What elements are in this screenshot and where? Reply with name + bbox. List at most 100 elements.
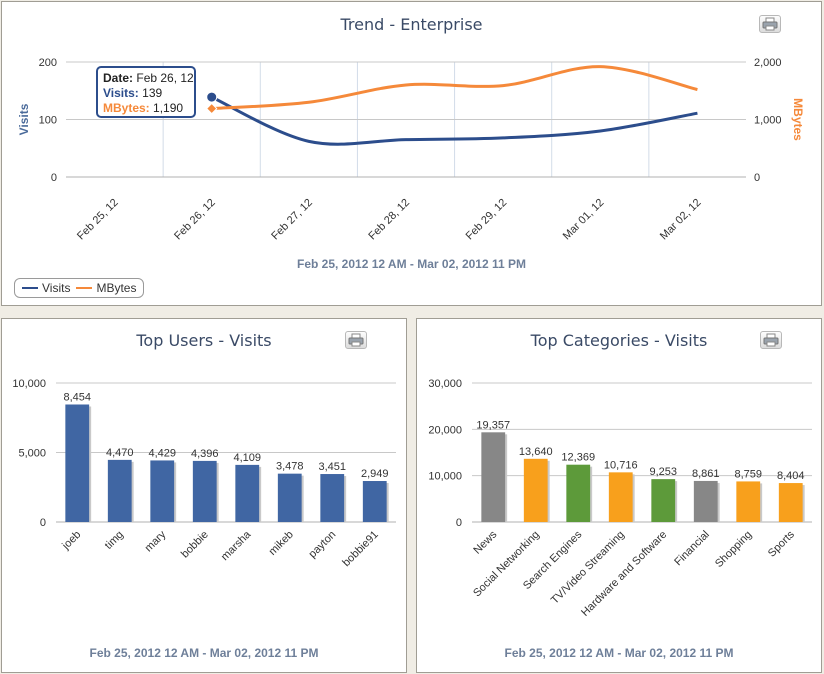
top-categories-title: Top Categories - Visits: [530, 331, 708, 350]
y2-axis-title: MBytes: [791, 98, 805, 141]
y-tick-label: 0: [456, 517, 462, 529]
y2-tick-label: 2,000: [754, 57, 782, 69]
printer-icon: [762, 17, 778, 31]
x-tick-label: Feb 27, 12: [269, 197, 315, 243]
tooltip-visits-value: 139: [142, 86, 163, 100]
x-tick-label: Feb 28, 12: [366, 197, 412, 243]
mbytes-hover-marker: [206, 102, 218, 115]
x-tick-label: bobbie91: [340, 529, 381, 570]
x-tick-label: Financial: [672, 529, 712, 569]
bar: [235, 464, 260, 522]
bar: [192, 460, 217, 522]
x-tick-label: bobbie: [179, 529, 211, 561]
x-tick-label: Mar 02, 12: [658, 197, 704, 243]
series-line-visits: [211, 95, 698, 146]
x-tick-label: timg: [103, 529, 126, 552]
data-label: 8,759: [734, 468, 762, 480]
bar: [566, 464, 591, 522]
data-label: 4,470: [106, 447, 134, 459]
y2-tick-label: 0: [754, 172, 760, 184]
x-tick-label: mikeb: [267, 529, 296, 558]
top-users-chart: 0 5,000 10,000 8,454 joeb 4,470 timg 4,429 mary 4…: [12, 378, 396, 570]
top-users-print-button[interactable]: [345, 331, 367, 349]
bar: [362, 481, 387, 522]
data-label: 8,861: [692, 468, 720, 480]
x-tick-label: Mar 01, 12: [561, 197, 607, 243]
bar: [736, 481, 761, 522]
y-tick-label: 0: [51, 172, 57, 184]
tooltip-mbytes-value: 1,190: [153, 101, 184, 115]
bar: [523, 458, 548, 522]
y-tick-label: 10,000: [428, 471, 462, 483]
x-tick-label: payton: [307, 529, 339, 561]
data-label: 13,640: [519, 446, 553, 458]
trend-panel: Trend - Enterprise 0 100 200 0 1,000 2,000 Feb…: [1, 1, 822, 306]
y-axis-title: Visits: [17, 103, 31, 135]
y-tick-label: 5,000: [18, 448, 46, 460]
bar: [107, 459, 132, 522]
printer-icon: [763, 333, 779, 347]
legend-label-visits: Visits: [42, 281, 71, 295]
x-tick-label: Feb 26, 12: [172, 197, 218, 243]
x-tick-label: Sports: [766, 528, 797, 559]
top-categories-panel: Top Categories - Visits 0 10,000 20,000 30,…: [416, 318, 822, 673]
legend-item-visits[interactable]: Visits: [22, 281, 70, 295]
top-categories-date-range: Feb 25, 2012 12 AM - Mar 02, 2012 11 PM: [504, 646, 734, 660]
bar: [65, 404, 90, 522]
y2-tick-label: 1,000: [754, 115, 782, 127]
trend-print-button[interactable]: [759, 15, 781, 33]
y-tick-label: 0: [40, 517, 46, 529]
series-line-mbytes: [211, 65, 698, 111]
data-label: 4,396: [191, 448, 219, 460]
visits-hover-marker: [206, 91, 218, 103]
x-tick-label: News: [471, 528, 499, 556]
data-label: 8,454: [63, 391, 91, 403]
tooltip-date-value: Feb 26, 12: [136, 71, 194, 85]
y-tick-label: 20,000: [428, 424, 462, 436]
tooltip-date-label: Date:: [103, 71, 134, 85]
y-tick-label: 100: [39, 115, 57, 127]
x-tick-label: Feb 25, 12: [75, 197, 121, 243]
data-label: 3,478: [276, 461, 304, 473]
legend-label-mbytes: MBytes: [96, 281, 137, 295]
x-tick-label: marsha: [219, 528, 254, 563]
tooltip-visits-label: Visits:: [103, 86, 139, 100]
legend-item-mbytes[interactable]: MBytes: [76, 281, 136, 295]
top-users-date-range: Feb 25, 2012 12 AM - Mar 02, 2012 11 PM: [89, 646, 319, 660]
printer-icon: [348, 333, 364, 347]
trend-chart: 0 100 200 0 1,000 2,000 Feb 25, 12 Feb 26, 12 Fe…: [17, 57, 805, 243]
legend-swatch-mbytes: [76, 287, 93, 289]
data-label: 9,253: [649, 466, 677, 478]
top-users-panel: Top Users - Visits 0 5,000 10,000 8,454 joeb…: [1, 318, 407, 673]
data-label: 12,369: [561, 452, 595, 464]
tooltip-mbytes-label: MBytes:: [103, 101, 150, 115]
x-tick-label: Shopping: [713, 529, 754, 570]
data-label: 8,404: [777, 470, 805, 482]
bar: [651, 479, 676, 522]
legend-swatch-visits: [22, 287, 38, 289]
bar: [320, 474, 345, 522]
x-tick-label: Feb 29, 12: [464, 197, 510, 243]
trend-date-range: Feb 25, 2012 12 AM - Mar 02, 2012 11 PM: [296, 257, 526, 271]
bar: [608, 472, 633, 522]
trend-legend: Visits MBytes: [14, 278, 145, 298]
data-label: 3,451: [318, 461, 346, 473]
bar: [150, 460, 175, 522]
trend-tooltip: Date: Feb 26, 12 Visits: 139 MBytes: 1,1…: [96, 66, 196, 118]
bar: [693, 480, 718, 522]
data-label: 4,429: [148, 447, 176, 459]
y-tick-label: 10,000: [12, 378, 46, 390]
bar: [277, 473, 302, 522]
x-tick-label: mary: [143, 528, 169, 554]
top-users-title: Top Users - Visits: [136, 331, 272, 350]
bar: [778, 483, 803, 522]
y-tick-label: 200: [39, 57, 57, 69]
x-tick-label: Hardware and Software: [579, 529, 669, 619]
top-categories-chart: 010,00020,00030,00019,357News13,640Socia…: [428, 378, 812, 619]
x-tick-label: joeb: [59, 529, 83, 553]
data-label: 10,716: [604, 459, 638, 471]
x-tick-label: TV/Video Streaming: [549, 529, 627, 607]
data-label: 19,357: [476, 419, 510, 431]
y-tick-label: 30,000: [428, 378, 462, 390]
top-categories-print-button[interactable]: [760, 331, 782, 349]
